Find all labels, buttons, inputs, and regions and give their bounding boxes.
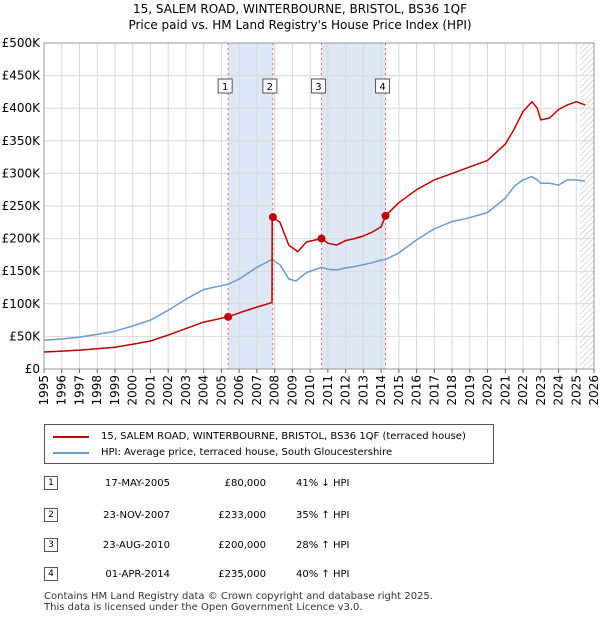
y-tick-label: £400K <box>2 101 42 115</box>
y-tick-label: £150K <box>2 264 42 278</box>
marker-box <box>310 78 326 94</box>
transaction-hpi-change: 40% ↑ HPI <box>296 569 350 580</box>
sale-point <box>381 211 390 220</box>
plot-frame <box>43 42 595 370</box>
transaction-price: £235,000 <box>218 569 266 580</box>
legend-label-hpi: HPI: Average price, terraced house, Sout… <box>101 447 393 458</box>
x-tick-label: 2011 <box>321 375 335 406</box>
x-tick-label: 2019 <box>463 375 477 406</box>
x-tick-label: 2013 <box>356 375 370 406</box>
transaction-hpi-change: 41% ↓ HPI <box>296 478 350 489</box>
x-tick-label: 2025 <box>569 375 583 406</box>
transaction-date: 01-APR-2014 <box>105 569 170 580</box>
transaction-row: 1 17-MAY-2005 £80,000 41% ↓ HPI <box>0 476 600 496</box>
transaction-price: £233,000 <box>218 510 266 521</box>
x-tick-label: 2008 <box>268 375 282 406</box>
x-tick-label: 1995 <box>37 375 51 406</box>
y-tick-label: £500K <box>2 36 42 50</box>
x-tick-label: 2005 <box>214 375 228 406</box>
chart-title-line1: 15, SALEM ROAD, WINTERBOURNE, BRISTOL, B… <box>133 2 467 16</box>
sale-point <box>317 234 326 243</box>
transaction-number: 2 <box>44 508 58 522</box>
x-tick-label: 2012 <box>339 375 353 406</box>
y-tick-label: £350K <box>2 134 42 148</box>
x-tick-label: 2023 <box>534 375 548 406</box>
transaction-number: 1 <box>44 476 58 490</box>
x-tick-label: 2017 <box>427 375 441 406</box>
transaction-row: 4 01-APR-2014 £235,000 40% ↑ HPI <box>0 567 600 587</box>
x-tick-label: 1999 <box>108 375 122 406</box>
transaction-number: 3 <box>44 538 58 552</box>
marker-box <box>217 78 233 94</box>
marker-label: 1 <box>222 82 228 93</box>
x-tick-label: 2024 <box>552 375 566 406</box>
x-tick-label: 2001 <box>143 375 157 406</box>
y-tick-label: £200K <box>2 232 42 246</box>
marker-label: 4 <box>379 82 385 93</box>
price-chart: £0 £50K £100K £150K £200K £250K £300K £350K £400… <box>2 36 600 406</box>
x-tick-label: 1998 <box>90 375 104 406</box>
y-tick-label: £250K <box>2 199 42 213</box>
marker-label: 2 <box>267 82 273 93</box>
transaction-hpi-change: 28% ↑ HPI <box>296 540 350 551</box>
footer-licence: This data is licensed under the Open Gov… <box>44 602 363 613</box>
legend-line-property <box>53 436 89 438</box>
marker-box <box>375 78 391 94</box>
x-tick-label: 2018 <box>445 375 459 406</box>
y-tick-label: £300K <box>2 166 42 180</box>
x-tick-label: 2002 <box>161 375 175 406</box>
transaction-price: £80,000 <box>224 478 266 489</box>
x-tick-label: 2010 <box>303 375 317 406</box>
x-tick-label: 2020 <box>481 375 495 406</box>
x-tick-label: 2003 <box>179 375 193 406</box>
x-tick-label: 2015 <box>392 375 406 406</box>
x-tick-label: 1997 <box>72 375 86 406</box>
legend-item-hpi: HPI: Average price, terraced house, Sout… <box>53 446 493 460</box>
y-tick-label: £50K <box>9 329 41 343</box>
y-tick-label: £450K <box>2 69 42 83</box>
transaction-hpi-change: 35% ↑ HPI <box>296 510 350 521</box>
x-tick-label: 2014 <box>374 375 388 406</box>
x-tick-label: 2000 <box>126 375 140 406</box>
legend-line-hpi <box>53 452 89 454</box>
transaction-number: 4 <box>44 567 58 581</box>
x-tick-label: 2016 <box>410 375 424 406</box>
footer-copyright: Contains HM Land Registry data © Crown c… <box>44 591 433 602</box>
x-tick-label: 1996 <box>55 375 69 406</box>
sale-point <box>224 312 233 321</box>
y-tick-label: £100K <box>2 297 42 311</box>
x-tick-label: 2009 <box>285 375 299 406</box>
chart-legend: 15, SALEM ROAD, WINTERBOURNE, BRISTOL, B… <box>44 424 494 464</box>
legend-item-property: 15, SALEM ROAD, WINTERBOURNE, BRISTOL, B… <box>53 430 493 444</box>
transaction-date: 23-AUG-2010 <box>102 540 170 551</box>
marker-label: 3 <box>315 82 321 93</box>
legend-label-property: 15, SALEM ROAD, WINTERBOURNE, BRISTOL, B… <box>101 431 466 442</box>
property-price-line <box>43 100 586 353</box>
marker-box <box>262 78 278 94</box>
hpi-line <box>43 175 586 342</box>
transaction-row: 3 23-AUG-2010 £200,000 28% ↑ HPI <box>0 538 600 558</box>
transaction-date: 17-MAY-2005 <box>104 478 170 489</box>
x-tick-label: 2004 <box>197 375 211 406</box>
x-tick-label: 2007 <box>250 375 264 406</box>
transaction-price: £200,000 <box>218 540 266 551</box>
chart-title-line2: Price paid vs. HM Land Registry's House … <box>128 18 472 32</box>
y-tick-label: £0 <box>25 362 40 376</box>
transaction-date: 23-NOV-2007 <box>103 510 170 521</box>
transaction-row: 2 23-NOV-2007 £233,000 35% ↑ HPI <box>0 508 600 528</box>
x-tick-label: 2021 <box>498 375 512 406</box>
x-tick-label: 2022 <box>516 375 530 406</box>
x-tick-label: 2006 <box>232 375 246 406</box>
x-tick-label: 2026 <box>587 375 600 406</box>
sale-point <box>268 213 277 222</box>
